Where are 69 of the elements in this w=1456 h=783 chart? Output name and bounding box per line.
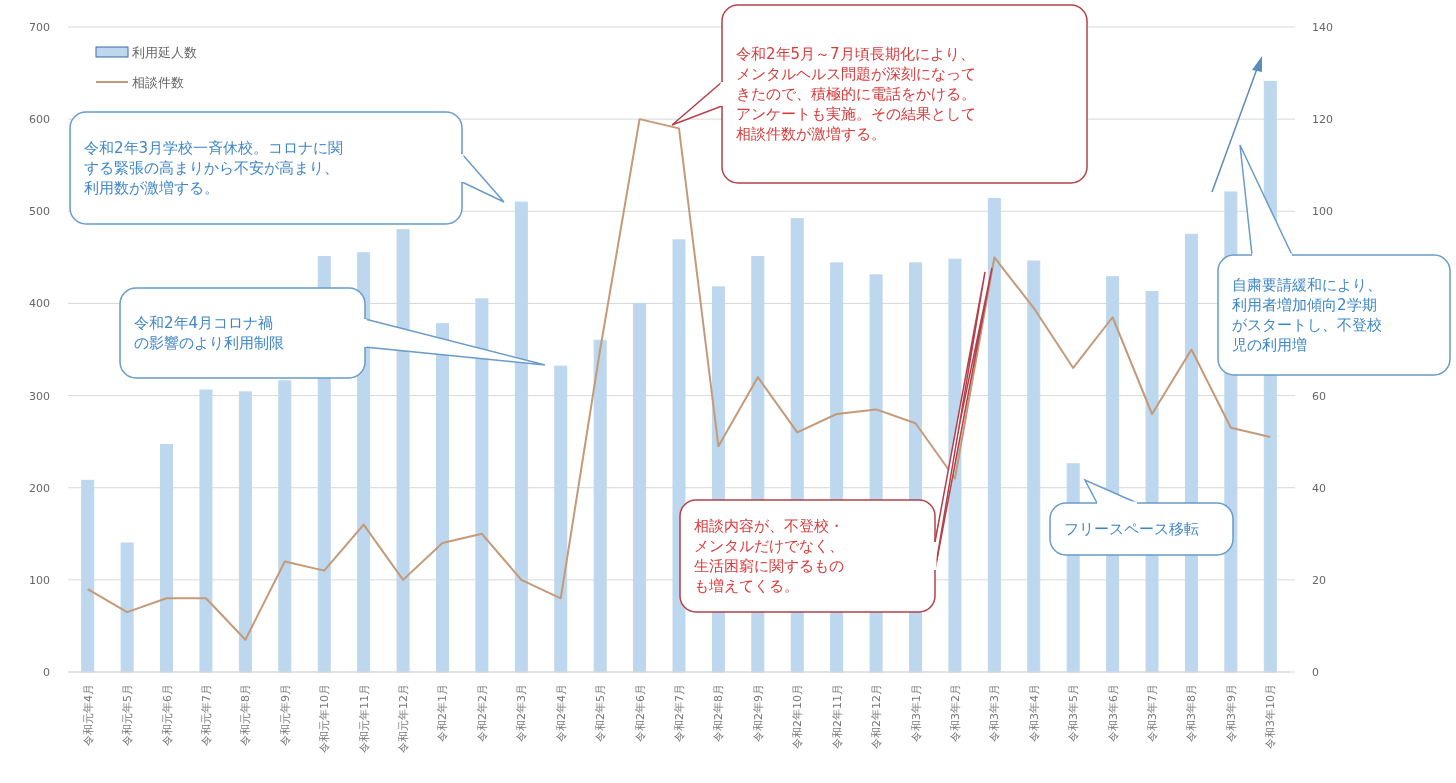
bar	[514, 201, 528, 673]
bar	[278, 380, 292, 673]
x-tick-label: 令和元年9月	[278, 684, 292, 746]
annotation: 令和2年3月学校一斉休校。コロナに関する緊張の高まりから不安が高まり、利用数が激増する。	[84, 139, 344, 197]
y-tick-label: 400	[29, 297, 50, 311]
legend-label: 相談件数	[132, 75, 184, 90]
legend-label: 利用延人数	[132, 45, 197, 60]
x-tick-label: 令和元年11月	[357, 684, 371, 753]
y2-tick-label: 0	[1312, 666, 1319, 679]
x-tick-label: 令和3年6月	[1106, 684, 1120, 742]
x-tick-label: 令和3年1月	[909, 684, 923, 742]
annotation: 令和2年4月コロナ禍の影響のより利用制限	[134, 314, 284, 352]
bar	[554, 365, 568, 673]
x-tick-label: 令和元年7月	[199, 684, 213, 746]
bar	[81, 479, 95, 673]
y-tick-label: 700	[29, 21, 50, 34]
bar	[435, 323, 449, 673]
x-tick-label: 令和2年1月	[436, 684, 450, 742]
bar	[120, 542, 134, 673]
x-tick-label: 令和2年11月	[830, 684, 844, 749]
x-tick-label: 令和2年6月	[633, 684, 647, 742]
y2-tick-label: 100	[1312, 205, 1333, 219]
x-tick-label: 令和3年10月	[1264, 684, 1278, 749]
y2-tick-label: 40	[1312, 481, 1326, 495]
bar	[199, 389, 213, 673]
annotation: 令和2年5月～7月頃長期化により、メンタルヘルス問題が深刻になってきたので、積極的に電話をかける。アンケートも実施。その結果として相談件数が激増する。	[736, 45, 976, 143]
y-tick-label: 0	[43, 666, 50, 679]
x-tick-label: 令和元年6月	[160, 684, 174, 746]
x-tick-label: 令和元年4月	[81, 684, 95, 746]
x-tick-label: 令和3年2月	[948, 684, 962, 742]
x-tick-label: 令和3年9月	[1224, 684, 1238, 742]
x-tick-label: 令和2年4月	[554, 684, 568, 742]
y2-tick-label: 120	[1312, 113, 1333, 127]
y2-tick-label: 20	[1312, 573, 1326, 587]
y-tick-label: 200	[29, 481, 50, 495]
x-tick-label: 令和2年7月	[673, 684, 686, 742]
x-tick-label: 令和2年2月	[475, 684, 489, 742]
y-tick-label: 600	[29, 113, 50, 127]
x-tick-label: 令和2年3月	[515, 684, 529, 742]
x-tick-label: 令和元年8月	[239, 684, 253, 746]
x-tick-label: 令和3年3月	[988, 684, 1002, 742]
bar	[633, 302, 647, 673]
bar	[987, 197, 1001, 673]
x-tick-label: 令和元年12月	[397, 684, 411, 753]
x-tick-label: 令和2年10月	[791, 684, 805, 749]
x-tick-label: 令和元年10月	[318, 684, 332, 753]
bar	[238, 391, 252, 673]
x-tick-label: 令和2年9月	[751, 684, 765, 742]
x-tick-label: 令和3年8月	[1185, 684, 1199, 742]
bar	[1027, 260, 1041, 673]
y-tick-label: 100	[29, 573, 50, 587]
x-tick-label: 令和2年8月	[712, 684, 726, 742]
x-tick-label: 令和3年4月	[1027, 684, 1041, 742]
bar	[475, 298, 489, 673]
bar	[160, 443, 174, 673]
y2-tick-label: 140	[1312, 21, 1333, 34]
annotation: 相談内容が、不登校・メンタルだけでなく、生活困窮に関するものも増えてくる。	[694, 517, 844, 595]
x-tick-label: 令和2年5月	[594, 684, 608, 742]
x-tick-label: 令和3年7月	[1146, 684, 1160, 742]
annotation: フリースペース移転	[1064, 520, 1199, 538]
y2-tick-label: 60	[1312, 389, 1326, 403]
y-tick-label: 500	[29, 205, 50, 219]
x-tick-label: 令和元年5月	[121, 684, 135, 746]
x-tick-label: 令和3年5月	[1067, 684, 1081, 742]
x-tick-label: 令和2年12月	[870, 684, 884, 749]
annotation: 自粛要請緩和により、利用者増加傾向2学期がスタートし、不登校児の利用増	[1232, 276, 1382, 354]
y-tick-label: 300	[29, 389, 50, 403]
bar	[396, 229, 410, 673]
bar	[593, 339, 607, 673]
